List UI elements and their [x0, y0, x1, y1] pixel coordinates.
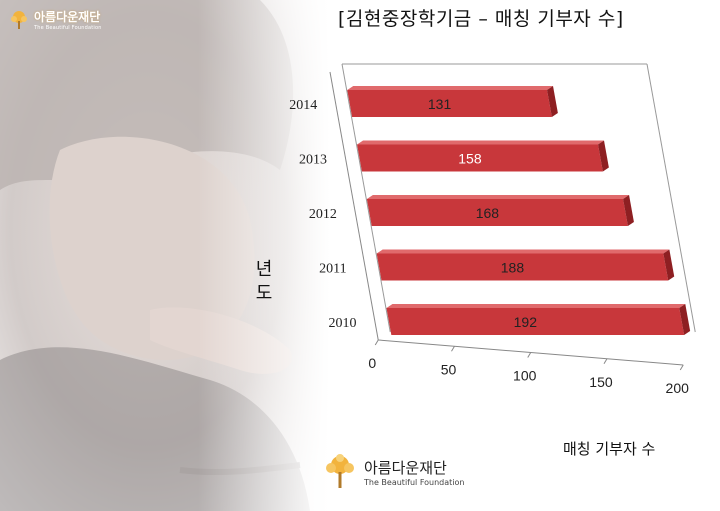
foundation-logo-bottom: 아름다운재단 The Beautiful Foundation [322, 452, 464, 492]
x-tick-label: 150 [589, 374, 613, 390]
chart-labels: 0 50 100 150 200 131 2014 158 2013 168 2012 188 2011… [289, 96, 689, 396]
chart-frame [329, 63, 696, 371]
chart-bars [347, 86, 691, 335]
x-tick-label: 200 [666, 380, 690, 396]
x-tick-mark [679, 364, 684, 371]
bar-top-face [376, 249, 670, 254]
bar-end-face [679, 304, 691, 335]
y-tick-label: 2013 [299, 153, 327, 168]
x-tick-label: 100 [513, 368, 537, 384]
bar [347, 90, 552, 117]
y-tick-label: 2012 [309, 207, 337, 222]
bar-end-face [623, 195, 634, 226]
data-label: 168 [476, 205, 500, 221]
chart-title: [김현중장학기금 – 매칭 기부자 수] [338, 8, 624, 30]
bar-end-face [598, 140, 609, 172]
y-tick-label: 2011 [319, 262, 346, 277]
data-label: 188 [501, 260, 525, 276]
x-axis-label: 매칭 기부자 수 [563, 440, 656, 458]
bar [357, 144, 603, 172]
logo-name: 아름다운재단 [34, 10, 101, 24]
y-axis-line [329, 71, 379, 341]
x-tick-mark [603, 358, 608, 365]
back-wall-right-edge [646, 63, 696, 333]
y-tick-label: 2014 [289, 98, 317, 113]
bar-top-face [386, 304, 686, 308]
x-tick-label: 50 [441, 361, 457, 377]
bar-top-face [357, 140, 604, 145]
logo-name-bottom: 아름다운재단 [364, 459, 447, 477]
bar-end-face [547, 86, 558, 117]
bar-end-face [663, 249, 675, 281]
data-label: 158 [458, 151, 482, 167]
logo-subtitle-bottom: The Beautiful Foundation [364, 478, 465, 487]
background-portrait-image [0, 0, 330, 511]
bar-top-face [366, 195, 630, 199]
x-tick-label: 0 [368, 355, 376, 371]
logo-subtitle: The Beautiful Foundation [34, 25, 102, 31]
data-label: 192 [514, 314, 538, 330]
foundation-logo-top: 아름다운재단 The Beautiful Foundation [8, 8, 102, 31]
tree-logo-icon [11, 10, 27, 29]
x-tick-mark [451, 345, 455, 352]
bar [376, 253, 669, 281]
bar [386, 308, 685, 335]
y-tick-label: 2010 [328, 316, 356, 331]
data-label: 131 [428, 96, 452, 112]
back-wall-left-edge [341, 63, 391, 333]
x-tick-mark [374, 339, 379, 346]
bar [366, 199, 628, 226]
bar-top-face [347, 86, 554, 90]
tree-logo-icon-bottom [326, 454, 354, 488]
x-tick-mark [527, 352, 532, 358]
